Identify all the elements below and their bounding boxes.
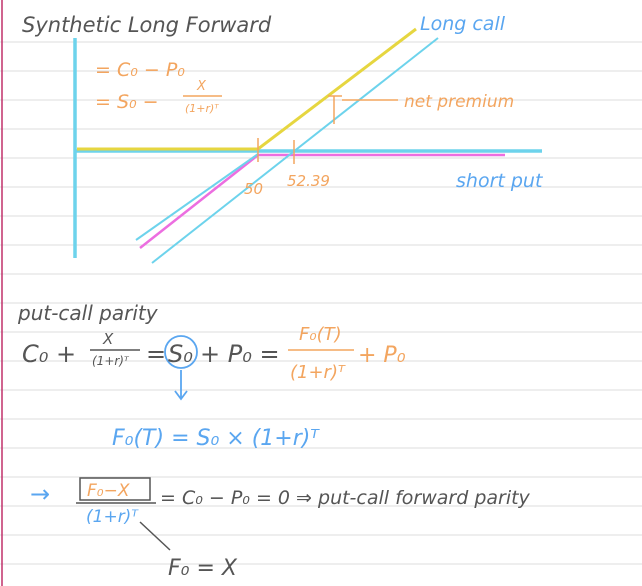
forward-price-equation: F₀(T) = S₀ × (1+r)ᵀ xyxy=(112,426,320,451)
parity-c0: C₀ + xyxy=(22,340,76,368)
short-put-label: short put xyxy=(456,170,544,192)
synthetic-forward-line-lower xyxy=(135,153,259,241)
conclusion-leader xyxy=(139,521,171,551)
parity-equals: = xyxy=(146,340,166,368)
strike-label: 50 xyxy=(244,180,263,198)
equation-spot-minus-pv: = S₀ − xyxy=(95,91,159,113)
implication-arrow: → xyxy=(30,480,50,508)
conclusion-text: F₀ = X xyxy=(168,556,238,581)
parity-frac-den: (1+r)ᵀ xyxy=(92,354,130,368)
parity-f-num: F₀(T) xyxy=(299,324,342,345)
parity-s0: S₀ xyxy=(168,340,193,368)
breakeven-label: 52.39 xyxy=(287,172,330,190)
pv-fraction-denominator: (1+r)ᵀ xyxy=(185,102,219,115)
long-call-line xyxy=(77,27,417,151)
box-frac-num: F₀−X xyxy=(87,481,130,501)
parity-plus-p0: + P₀ = xyxy=(200,340,280,368)
parity-heading: put-call parity xyxy=(17,301,159,325)
down-arrow-head xyxy=(174,390,188,401)
parity-f-den: (1+r)ᵀ xyxy=(290,362,346,383)
equation-call-minus-put: = C₀ − P₀ xyxy=(95,59,185,81)
short-put-line xyxy=(139,153,505,249)
forward-parity-result: = C₀ − P₀ = 0 ⇒ put-call forward parity xyxy=(160,487,531,509)
parity-frac-num: X xyxy=(102,330,114,348)
title-text: Synthetic Long Forward xyxy=(22,13,272,37)
ruled-lines xyxy=(0,41,642,565)
boxed-numerator xyxy=(79,477,151,501)
synthetic-forward-line xyxy=(151,37,439,264)
long-call-label: Long call xyxy=(420,13,506,35)
net-premium-label: net premium xyxy=(404,92,514,112)
parity-plus-p0-2: + P₀ xyxy=(358,343,406,368)
pv-fraction-numerator: X xyxy=(196,79,207,94)
box-frac-den: (1+r)ᵀ xyxy=(86,507,139,527)
s0-highlight-circle xyxy=(164,335,198,369)
